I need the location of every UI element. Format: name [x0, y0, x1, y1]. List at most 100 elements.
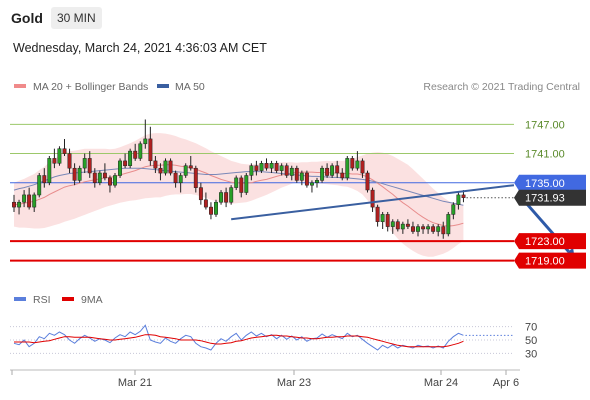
ma20-legend-swatch	[14, 84, 26, 88]
candle-body	[209, 206, 213, 215]
candle-body	[279, 165, 284, 171]
candle-body	[108, 177, 112, 186]
candle-body	[320, 167, 325, 181]
level-tag-1723.00	[514, 233, 586, 250]
level-tag-1735.00	[514, 174, 586, 191]
price-plot-area: 1747.00 1741.00 1735.00 1723.00 1719.00 1731.…	[10, 119, 586, 269]
candle-body	[315, 180, 319, 183]
trend-line	[231, 184, 515, 221]
candle-body	[123, 160, 128, 167]
candle-body	[284, 165, 289, 176]
bollinger-band	[14, 133, 464, 257]
time-tick-label-Apr 6: Apr 6	[493, 377, 519, 389]
candle-body	[375, 206, 380, 222]
candle-body	[67, 153, 72, 169]
candle-body	[365, 172, 370, 191]
candle-body	[17, 201, 22, 208]
candle-body	[128, 150, 133, 166]
level-label-1741.00: 1741.00	[525, 149, 565, 161]
candle-body	[102, 172, 107, 179]
candle-body	[451, 204, 456, 215]
candle-body	[168, 160, 173, 174]
symbol-title: Gold	[11, 10, 43, 26]
candle-body	[269, 163, 274, 169]
candle-body	[183, 165, 188, 176]
candle-body	[118, 160, 122, 176]
candle-body	[340, 172, 345, 179]
candle-body	[239, 177, 244, 193]
rsi-ma-line	[14, 334, 464, 348]
candle-body	[411, 226, 415, 232]
candle-body	[446, 214, 451, 235]
candle-body	[289, 167, 294, 176]
candle-body	[92, 172, 97, 183]
ma50-legend-swatch	[157, 84, 169, 88]
candle-body	[390, 221, 395, 227]
level-label-1719.00: 1719.00	[525, 256, 565, 268]
rsi-legend-swatch	[14, 297, 26, 301]
candle-body	[52, 158, 57, 164]
candle-body	[47, 158, 52, 183]
candle-body	[304, 172, 309, 186]
candle-body	[42, 175, 47, 184]
candle-body	[32, 194, 37, 208]
candle-body	[355, 160, 360, 169]
candle-body	[325, 167, 330, 176]
time-tick-label-Mar 23: Mar 23	[277, 377, 311, 389]
candle-body	[370, 189, 375, 208]
last-price-label: 1731.93	[525, 193, 565, 205]
candle-body	[229, 187, 234, 203]
candle-body	[163, 160, 168, 174]
candle-body	[380, 214, 385, 222]
candle-body	[57, 148, 62, 164]
candle-body	[395, 221, 400, 230]
ma20-line	[13, 164, 464, 227]
candle-body	[133, 150, 138, 159]
timeframe-badge[interactable]: 30 MIN	[51, 7, 102, 29]
candle-body	[224, 192, 229, 203]
rsi-ma-legend-label: 9MA	[81, 294, 103, 306]
rsi-legend: RSI 9MA	[14, 294, 103, 306]
time-tick-label-Mar 24: Mar 24	[424, 377, 458, 389]
last-price-tag	[514, 189, 586, 206]
candle-body	[426, 226, 431, 230]
candle-body	[436, 226, 441, 232]
candle-body	[259, 163, 264, 171]
rsi-tick-label-50: 50	[525, 335, 537, 347]
candle-body	[299, 172, 304, 181]
candle-body	[345, 158, 350, 179]
candle-body	[77, 167, 82, 181]
candle-body	[203, 199, 208, 208]
candle-body	[82, 158, 87, 169]
rsi-tick-label-70: 70	[525, 322, 537, 334]
level-label-1747.00: 1747.00	[525, 119, 565, 131]
candle-body	[310, 182, 314, 186]
candle-body	[385, 214, 390, 227]
candle-body	[335, 165, 340, 174]
candle-body	[456, 194, 461, 205]
candle-body	[416, 226, 420, 232]
candle-body	[249, 165, 254, 176]
copyright-notice: Research © 2021 Trading Central	[423, 81, 580, 93]
candle-body	[254, 165, 259, 171]
candle-body	[158, 167, 163, 174]
level-tag-1719.00	[514, 252, 586, 269]
candle-body	[350, 158, 355, 169]
candle-body	[72, 167, 77, 181]
ma50-legend-label: MA 50	[175, 81, 205, 93]
candle-body	[143, 138, 148, 145]
rsi-ma-legend-swatch	[62, 297, 74, 301]
candle-body	[193, 167, 198, 188]
candle-body	[87, 158, 92, 174]
candle-body	[274, 163, 279, 171]
candle-body	[153, 160, 158, 169]
candle-body	[27, 194, 32, 208]
candle-body	[244, 175, 249, 193]
rsi-legend-label: RSI	[33, 294, 51, 306]
ma20-legend-label: MA 20 + Bollinger Bands	[33, 81, 148, 93]
candle-body	[198, 187, 203, 201]
time-axis: Mar 21 Mar 23 Mar 24 Apr 6	[10, 369, 520, 389]
candle-body	[62, 148, 67, 154]
time-tick-label-Mar 21: Mar 21	[118, 377, 152, 389]
